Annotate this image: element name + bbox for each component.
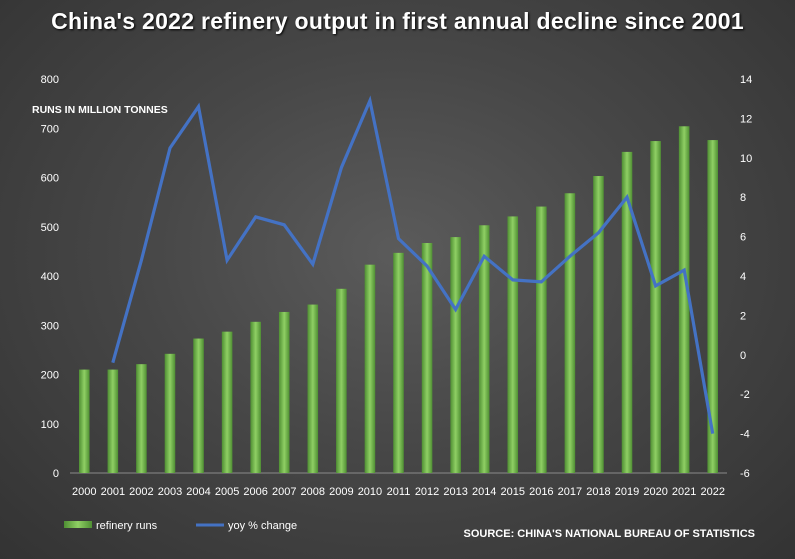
legend-swatch-refinery-runs bbox=[64, 521, 92, 528]
bar-refinery-runs-2018 bbox=[593, 176, 604, 473]
x-tick-label: 2001 bbox=[101, 486, 125, 498]
bar-refinery-runs-2002 bbox=[136, 364, 147, 473]
x-tick-label: 2013 bbox=[443, 486, 467, 498]
x-tick-label: 2011 bbox=[387, 486, 411, 498]
x-tick-label: 2008 bbox=[301, 486, 325, 498]
x-tick-label: 2005 bbox=[215, 486, 239, 498]
line-group bbox=[111, 95, 715, 434]
bar-refinery-runs-2022 bbox=[707, 140, 719, 473]
y-tick-label: 200 bbox=[41, 370, 59, 382]
bar-refinery-runs-2021 bbox=[678, 126, 690, 473]
x-tick-label: 2010 bbox=[358, 486, 382, 498]
x-tick-label: 2022 bbox=[700, 486, 724, 498]
y-tick-label: 400 bbox=[41, 271, 59, 283]
x-tick-label: 2016 bbox=[529, 486, 553, 498]
bars-group bbox=[78, 126, 719, 473]
line-yoy-change bbox=[111, 95, 715, 434]
bar-refinery-runs-2020 bbox=[650, 141, 661, 473]
bar-refinery-runs-2010 bbox=[364, 264, 376, 473]
y-tick-label: 300 bbox=[41, 320, 59, 332]
y2-tick-label: -6 bbox=[740, 468, 750, 480]
y-tick-label: 700 bbox=[41, 123, 59, 135]
bar-refinery-runs-2019 bbox=[621, 151, 633, 473]
x-tick-label: 2004 bbox=[186, 486, 210, 498]
y2-tick-label: 10 bbox=[740, 153, 752, 165]
x-tick-label: 2020 bbox=[643, 486, 667, 498]
y2-tick-label: 8 bbox=[740, 192, 746, 204]
y2-tick-label: 12 bbox=[740, 113, 752, 125]
y-tick-label: 800 bbox=[41, 74, 59, 86]
x-tick-label: 2017 bbox=[558, 486, 582, 498]
x-tick-label: 2000 bbox=[72, 486, 96, 498]
bar-refinery-runs-2006 bbox=[250, 321, 261, 473]
x-tick-label: 2018 bbox=[586, 486, 610, 498]
x-tick-label: 2021 bbox=[672, 486, 696, 498]
source-note: SOURCE: CHINA'S NATIONAL BUREAU OF STATI… bbox=[464, 528, 755, 540]
x-tick-label: 2014 bbox=[472, 486, 496, 498]
bar-refinery-runs-2007 bbox=[278, 311, 290, 473]
y2-tick-label: 2 bbox=[740, 310, 746, 322]
bar-refinery-runs-2005 bbox=[221, 331, 233, 473]
x-tick-label: 2019 bbox=[615, 486, 639, 498]
y2-tick-label: -4 bbox=[740, 429, 750, 441]
y2-tick-label: 0 bbox=[740, 350, 746, 362]
legend-label-yoy-change: yoy % change bbox=[228, 520, 297, 532]
bar-refinery-runs-2011 bbox=[393, 252, 404, 473]
x-tick-label: 2006 bbox=[243, 486, 267, 498]
legend: refinery runs yoy % change bbox=[64, 520, 297, 532]
y-tick-label: 500 bbox=[41, 222, 59, 234]
bar-refinery-runs-2001 bbox=[107, 369, 119, 473]
bar-refinery-runs-2003 bbox=[164, 353, 176, 473]
labels-group: 2000 2001 2002 2003 2004 2005 2006 2007 2008 2009… bbox=[41, 74, 753, 498]
bar-refinery-runs-2009 bbox=[336, 288, 347, 473]
x-tick-label: 2009 bbox=[329, 486, 353, 498]
bar-refinery-runs-2017 bbox=[564, 193, 576, 473]
x-tick-label: 2012 bbox=[415, 486, 439, 498]
bar-refinery-runs-2000 bbox=[78, 369, 90, 473]
bar-refinery-runs-2008 bbox=[307, 304, 319, 473]
x-tick-label: 2003 bbox=[158, 486, 182, 498]
y2-tick-label: 6 bbox=[740, 232, 746, 244]
y-axis-title: RUNS IN MILLION TONNES bbox=[32, 104, 168, 116]
chart-title: China's 2022 refinery output in first an… bbox=[51, 8, 744, 34]
x-tick-label: 2015 bbox=[501, 486, 525, 498]
y-tick-label: 600 bbox=[41, 173, 59, 185]
y-tick-label: 100 bbox=[41, 419, 59, 431]
bar-refinery-runs-2015 bbox=[507, 216, 519, 473]
bar-refinery-runs-2013 bbox=[450, 237, 461, 473]
bar-refinery-runs-2014 bbox=[478, 225, 490, 473]
y2-tick-label: 4 bbox=[740, 271, 746, 283]
x-tick-label: 2002 bbox=[129, 486, 153, 498]
bar-refinery-runs-2004 bbox=[193, 338, 204, 473]
y2-tick-label: -2 bbox=[740, 389, 750, 401]
y-tick-label: 0 bbox=[53, 468, 59, 480]
bar-refinery-runs-2012 bbox=[421, 243, 433, 473]
y2-tick-label: 14 bbox=[740, 74, 752, 86]
legend-label-refinery-runs: refinery runs bbox=[96, 520, 158, 532]
x-tick-label: 2007 bbox=[272, 486, 296, 498]
bar-refinery-runs-2016 bbox=[536, 206, 547, 473]
